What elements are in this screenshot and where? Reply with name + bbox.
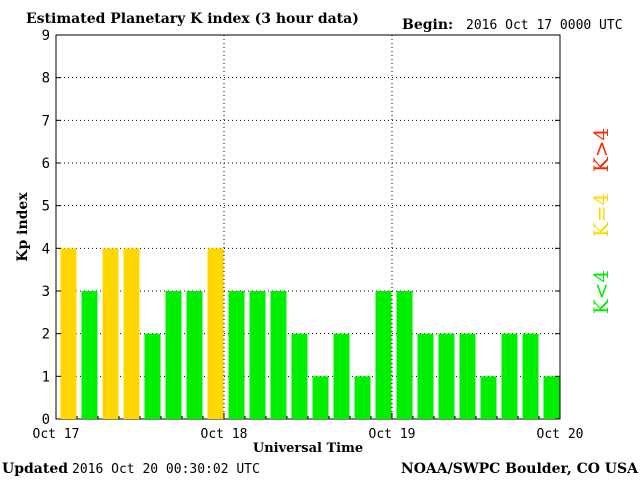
legend-k-gt-4: K>4 <box>589 128 613 172</box>
kp-bar <box>186 291 203 419</box>
y-tick-label: 8 <box>42 71 50 87</box>
kp-bar <box>312 376 329 419</box>
x-axis-ticks: Oct 17 Oct 18 Oct 19 Oct 20 <box>33 413 584 442</box>
y-axis-label: Kp index <box>15 192 31 262</box>
x-tick-label: Oct 20 <box>537 427 584 442</box>
x-tick-label: Oct 19 <box>369 427 416 442</box>
plot-area <box>55 34 561 420</box>
x-tick-label: Oct 18 <box>201 427 248 442</box>
y-tick-label: 5 <box>42 199 50 215</box>
y-axis-ticks: 0 1 2 3 4 5 6 7 8 9 <box>42 28 560 428</box>
legend-k-eq-4: K=4 <box>589 193 613 237</box>
kp-bar <box>123 248 140 419</box>
y-tick-label: 7 <box>42 113 50 129</box>
kp-bar <box>396 291 413 419</box>
y-tick-label: 9 <box>42 28 50 44</box>
kp-bar <box>81 291 98 419</box>
kp-bar <box>60 248 77 419</box>
begin-value: 2016 Oct 17 0000 UTC <box>466 18 623 33</box>
x-axis-label: Universal Time <box>253 441 363 456</box>
updated-label: Updated <box>2 461 68 477</box>
kp-bar <box>375 291 392 419</box>
kp-bar <box>438 333 455 419</box>
y-tick-label: 4 <box>42 241 50 257</box>
kp-bar <box>270 291 287 419</box>
y-tick-label: 0 <box>42 412 50 428</box>
kp-bar <box>354 376 371 419</box>
kp-bar <box>543 376 560 419</box>
kp-bar <box>459 333 476 419</box>
y-tick-label: 1 <box>42 369 50 385</box>
kp-bar <box>207 248 224 419</box>
updated-value: 2016 Oct 20 00:30:02 UTC <box>72 462 260 477</box>
kp-bar <box>249 291 266 419</box>
y-tick-label: 6 <box>42 156 50 172</box>
chart-title: Estimated Planetary K index (3 hour data… <box>26 11 359 27</box>
legend-k-lt-4: K<4 <box>589 270 613 314</box>
credit-text: NOAA/SWPC Boulder, CO USA <box>401 461 639 477</box>
bars-group <box>60 248 560 419</box>
y-tick-label: 2 <box>42 327 50 343</box>
y-tick-label: 3 <box>42 284 50 300</box>
kp-bar <box>291 333 308 419</box>
kp-bar <box>333 333 350 419</box>
grid-lines <box>56 34 560 419</box>
kp-bar <box>522 333 539 419</box>
kp-bar <box>144 333 161 419</box>
kp-bar <box>480 376 497 419</box>
begin-label: Begin: <box>402 17 453 33</box>
kp-bar <box>165 291 182 419</box>
kp-bar <box>102 248 119 419</box>
kp-bar <box>417 333 434 419</box>
kp-bar <box>501 333 518 419</box>
x-tick-label: Oct 17 <box>33 427 80 442</box>
kp-bar <box>228 291 245 419</box>
